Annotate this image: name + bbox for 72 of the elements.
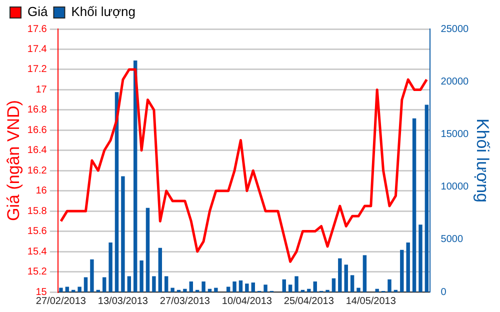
bar xyxy=(356,288,360,292)
bar xyxy=(189,281,193,292)
bar xyxy=(406,242,410,292)
bar xyxy=(332,278,336,292)
bar xyxy=(140,260,144,292)
bar xyxy=(412,118,416,292)
bar xyxy=(164,276,168,292)
bar xyxy=(375,288,379,292)
bar xyxy=(108,242,112,292)
bar xyxy=(232,281,236,292)
bar xyxy=(264,284,268,292)
y-tick-label: 15 xyxy=(36,286,48,298)
bar xyxy=(202,281,206,292)
bar xyxy=(127,276,132,292)
y-tick-label: 17.4 xyxy=(27,44,48,55)
y-tick-label: 16.2 xyxy=(27,165,48,176)
bar xyxy=(282,279,286,292)
y-tick-label: 15.4 xyxy=(27,246,48,258)
bar xyxy=(344,264,348,292)
x-tick-label: 13/03/2013 xyxy=(98,296,148,307)
x-tick-label: 27/02/2013 xyxy=(36,296,86,307)
bar xyxy=(307,288,311,292)
bar xyxy=(152,276,156,292)
bar xyxy=(288,284,292,292)
x-tick-label: 14/05/2013 xyxy=(346,296,396,307)
y-tick-label: 17.2 xyxy=(27,64,48,76)
bar xyxy=(418,224,422,292)
legend-label: Khối lượng xyxy=(71,4,136,20)
y-tick-label: 17.6 xyxy=(27,24,48,35)
y2-axis-title: Khối lượng xyxy=(473,118,492,202)
y2-tick-label: 15000 xyxy=(440,128,470,140)
x-tick-label: 27/03/2013 xyxy=(160,296,210,307)
y2-tick-label: 20000 xyxy=(440,76,470,88)
bar xyxy=(84,277,88,292)
bar xyxy=(226,286,230,292)
bar xyxy=(388,279,392,292)
bar xyxy=(338,258,342,292)
bar xyxy=(245,284,249,292)
bar xyxy=(251,282,255,292)
bar xyxy=(183,288,187,292)
x-tick-label: 10/04/2013 xyxy=(222,296,272,307)
y2-tick-label: 25000 xyxy=(440,24,470,35)
bar xyxy=(350,275,354,292)
y-tick-label: 17 xyxy=(36,84,48,96)
y2-tick-label: 10000 xyxy=(440,182,470,193)
bar xyxy=(90,259,94,292)
y-tick-label: 16.4 xyxy=(27,145,48,156)
y-tick-label: 16.8 xyxy=(27,104,48,116)
bar xyxy=(59,288,63,292)
bar xyxy=(238,280,243,292)
y2-tick-label: 0 xyxy=(440,286,447,298)
y-tick-label: 15.8 xyxy=(27,206,48,217)
bar xyxy=(362,255,367,292)
bar xyxy=(214,288,218,292)
x-tick-label: 25/04/2013 xyxy=(284,296,334,307)
bar xyxy=(65,286,70,292)
bar xyxy=(400,250,404,292)
legend-label: Giá xyxy=(28,4,48,20)
bar xyxy=(158,248,162,292)
y-tick-label: 15.2 xyxy=(27,266,48,278)
bar xyxy=(313,281,317,292)
bar xyxy=(294,276,298,292)
bar xyxy=(146,208,150,292)
bar xyxy=(102,277,106,292)
bar xyxy=(170,288,174,292)
y-tick-label: 16.6 xyxy=(27,124,48,136)
y-tick-label: 15.6 xyxy=(27,226,48,238)
y-axis-title: Giá (ngân VND) xyxy=(4,100,23,221)
bar xyxy=(121,176,125,292)
y-tick-label: 16 xyxy=(36,186,48,197)
y2-tick-label: 5000 xyxy=(440,234,464,246)
bar xyxy=(78,286,82,292)
